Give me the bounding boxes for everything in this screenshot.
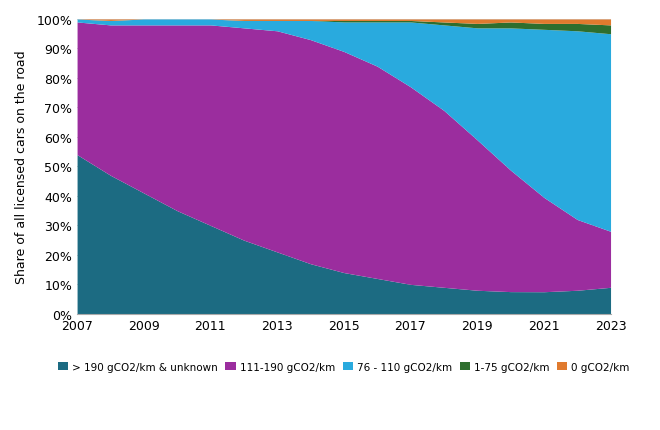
Y-axis label: Share of all licensed cars on the road: Share of all licensed cars on the road — [15, 50, 28, 283]
Legend: > 190 gCO2/km & unknown, 111-190 gCO2/km, 76 - 110 gCO2/km, 1-75 gCO2/km, 0 gCO2: > 190 gCO2/km & unknown, 111-190 gCO2/km… — [53, 357, 634, 376]
